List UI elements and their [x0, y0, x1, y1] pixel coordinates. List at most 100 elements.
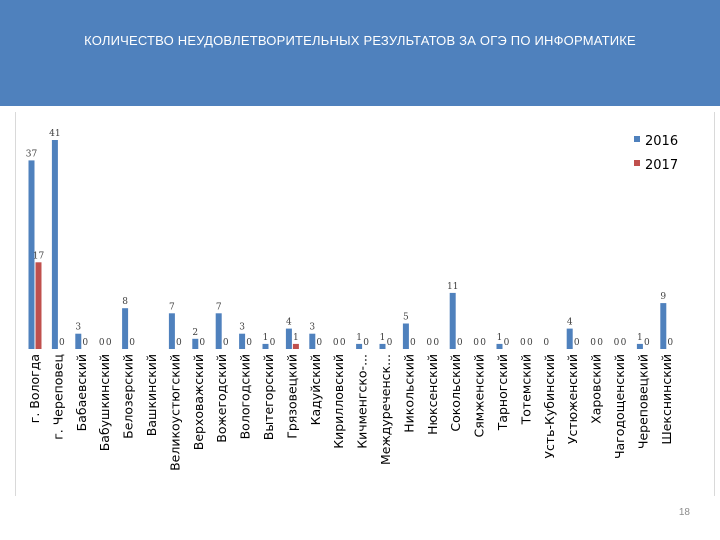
bar-2016-9 — [239, 333, 246, 349]
category-label-22: Усть-Кубинский — [542, 354, 557, 459]
bar-2016-14 — [356, 343, 363, 349]
data-label-2016-21: 0 — [520, 338, 526, 348]
data-label-2016-1: 41 — [49, 129, 60, 139]
legend-swatch-2017 — [634, 160, 640, 166]
category-label-4: Белозерский — [121, 354, 136, 439]
data-label-2016-27: 9 — [660, 292, 666, 302]
data-label-2017-2: 0 — [82, 338, 88, 348]
data-label-2017-13: 0 — [340, 338, 346, 348]
category-label-5: Вашкинский — [144, 354, 159, 436]
data-label-2016-24: 0 — [590, 338, 596, 348]
chart-left-border — [15, 112, 16, 496]
bar-2016-1 — [51, 140, 58, 349]
category-label-3: Бабушкинский — [97, 354, 112, 451]
slide-title: КОЛИЧЕСТВО НЕУДОВЛЕТВОРИТЕЛЬНЫХ РЕЗУЛЬТА… — [84, 33, 636, 48]
category-label-14: Кичменгско-... — [355, 354, 370, 449]
category-label-7: Верховажский — [191, 354, 206, 450]
category-label-6: Великоустюгский — [167, 354, 182, 471]
data-label-2016-8: 7 — [216, 302, 222, 312]
data-label-2016-7: 2 — [192, 328, 198, 338]
data-label-2017-27: 0 — [667, 338, 673, 348]
bar-2016-8 — [215, 313, 222, 349]
category-label-11: Грязовецкий — [284, 354, 299, 439]
data-label-2017-23: 0 — [574, 338, 580, 348]
bar-2016-26 — [636, 343, 643, 349]
data-label-2016-23: 4 — [567, 318, 573, 328]
data-label-2017-18: 0 — [457, 338, 463, 348]
legend-label-2016: 2016 — [645, 134, 678, 149]
bar-2017-11 — [292, 343, 299, 349]
chart-area: 37 17 г. Вологда 41 0 г. Череповец 3 0 Бабаевски… — [15, 112, 715, 496]
data-label-2016-15: 1 — [380, 333, 386, 343]
data-label-2017-20: 0 — [504, 338, 510, 348]
data-label-2016-25: 0 — [614, 338, 620, 348]
data-label-2016-9: 3 — [239, 323, 245, 333]
bar-2016-15 — [379, 343, 386, 349]
data-label-2016-13: 0 — [333, 338, 339, 348]
category-label-8: Вожегодский — [214, 354, 229, 443]
data-label-2017-21: 0 — [527, 338, 533, 348]
bar-2017-0 — [35, 262, 42, 349]
bar-2016-10 — [262, 343, 269, 349]
category-label-17: Нюксенский — [425, 354, 440, 435]
data-label-2017-14: 0 — [363, 338, 369, 348]
data-label-2017-10: 0 — [270, 338, 276, 348]
bar-2016-7 — [192, 338, 199, 349]
category-label-21: Тотемский — [518, 354, 533, 425]
category-label-15: Междуреченск... — [378, 354, 393, 465]
data-label-2016-4: 8 — [122, 297, 128, 307]
data-label-2017-0: 17 — [33, 251, 45, 261]
chart-right-border — [714, 112, 715, 496]
category-label-12: Кадуйский — [308, 354, 323, 425]
data-label-2016-10: 1 — [263, 333, 269, 343]
category-label-25: Чагодощенский — [612, 354, 627, 459]
data-label-2017-19: 0 — [480, 338, 486, 348]
category-label-20: Тарногский — [495, 354, 510, 431]
data-label-2017-8: 0 — [223, 338, 229, 348]
data-label-2017-11: 1 — [293, 333, 299, 343]
category-label-13: Кирилловский — [331, 354, 346, 449]
data-label-2016-11: 4 — [286, 318, 292, 328]
data-label-2016-20: 1 — [497, 333, 503, 343]
data-label-2016-12: 3 — [309, 323, 315, 333]
data-label-2016-18: 11 — [447, 282, 458, 292]
data-label-2017-1: 0 — [59, 338, 65, 348]
bar-2016-18 — [449, 292, 456, 349]
data-label-2017-24: 0 — [597, 338, 603, 348]
category-label-18: Сокольский — [448, 354, 463, 432]
category-label-10: Вытегорский — [261, 354, 276, 440]
category-label-24: Харовский — [589, 354, 604, 424]
data-label-2017-9: 0 — [246, 338, 252, 348]
legend-swatch-2016 — [634, 136, 640, 142]
bar-2016-16 — [402, 323, 409, 349]
bar-2016-4 — [122, 308, 129, 349]
data-label-2016-2: 3 — [75, 323, 81, 333]
data-label-2017-16: 0 — [410, 338, 416, 348]
data-label-2017-12: 0 — [316, 338, 322, 348]
category-label-27: Шекснинский — [659, 354, 674, 445]
category-label-1: г. Череповец — [50, 354, 65, 440]
bar-2016-12 — [309, 333, 316, 349]
data-label-2017-6: 0 — [176, 338, 182, 348]
bar-2016-20 — [496, 343, 503, 349]
category-label-0: г. Вологда — [27, 354, 42, 423]
category-label-23: Устюженский — [565, 354, 580, 444]
data-label-2016-6: 7 — [169, 302, 175, 312]
data-label-2016-16: 5 — [403, 313, 409, 323]
bar-2016-23 — [566, 328, 573, 349]
data-label-2017-7: 0 — [199, 338, 205, 348]
data-label-2017-15: 0 — [387, 338, 393, 348]
page-number: 18 — [678, 507, 690, 518]
category-label-16: Никольский — [401, 354, 416, 433]
category-label-26: Череповецкий — [635, 354, 650, 449]
data-label-2017-17: 0 — [433, 338, 439, 348]
category-label-19: Сямженский — [472, 354, 487, 437]
data-label-2016-26: 1 — [637, 333, 643, 343]
data-label-2017-4: 0 — [129, 338, 135, 348]
data-label-2017-25: 0 — [621, 338, 627, 348]
data-label-2016-0: 37 — [26, 149, 38, 159]
bar-2016-27 — [660, 303, 667, 349]
data-label-2017-26: 0 — [644, 338, 650, 348]
data-label-2016-19: 0 — [473, 338, 479, 348]
